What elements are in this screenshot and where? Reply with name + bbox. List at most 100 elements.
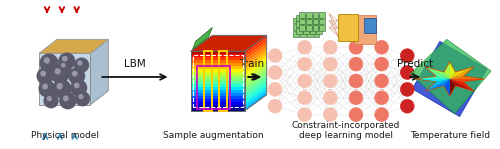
Bar (316, 28, 322, 34)
Polygon shape (190, 108, 245, 111)
Circle shape (374, 40, 388, 54)
Circle shape (48, 97, 51, 101)
Polygon shape (190, 87, 245, 90)
Text: Train: Train (239, 59, 264, 69)
Polygon shape (245, 38, 266, 57)
Circle shape (298, 91, 312, 105)
Bar (298, 25, 304, 31)
Text: Physical model: Physical model (31, 131, 99, 140)
Circle shape (53, 80, 71, 98)
Polygon shape (245, 68, 266, 87)
Circle shape (37, 68, 53, 84)
Polygon shape (39, 39, 108, 53)
Polygon shape (190, 93, 245, 96)
Bar (310, 15, 316, 21)
Circle shape (79, 95, 83, 99)
Polygon shape (190, 105, 245, 108)
Polygon shape (410, 39, 491, 114)
Circle shape (298, 74, 312, 88)
Polygon shape (450, 67, 474, 79)
Circle shape (71, 80, 86, 96)
Bar (310, 28, 316, 34)
Polygon shape (415, 79, 450, 82)
Polygon shape (192, 27, 212, 49)
Bar (316, 21, 322, 27)
Bar (314, 24, 320, 30)
Circle shape (324, 74, 337, 88)
Polygon shape (450, 76, 484, 79)
Bar (300, 31, 306, 37)
Polygon shape (190, 57, 245, 60)
Bar (302, 28, 308, 34)
Polygon shape (190, 96, 245, 99)
Bar (354, 15, 376, 44)
Circle shape (268, 49, 282, 63)
Circle shape (60, 93, 76, 109)
Bar (298, 12, 304, 18)
Circle shape (59, 61, 71, 73)
Bar (338, 14, 358, 41)
Bar (310, 21, 316, 27)
Bar (300, 18, 306, 24)
Text: Constraint-incorporated
deep learning model: Constraint-incorporated deep learning mo… (292, 121, 401, 140)
Polygon shape (450, 79, 456, 96)
Circle shape (349, 74, 363, 88)
Circle shape (43, 84, 48, 89)
Polygon shape (245, 53, 266, 72)
Text: LBM: LBM (124, 59, 146, 69)
Polygon shape (190, 51, 245, 54)
Bar (306, 12, 312, 18)
Polygon shape (190, 35, 266, 51)
Bar (306, 24, 312, 30)
Bar (306, 18, 312, 24)
Circle shape (298, 40, 312, 54)
Bar (293, 24, 298, 30)
Polygon shape (190, 90, 245, 93)
Circle shape (74, 58, 88, 72)
Polygon shape (426, 79, 450, 91)
Circle shape (374, 74, 388, 88)
Bar (298, 18, 304, 24)
Polygon shape (90, 39, 108, 105)
Polygon shape (245, 71, 266, 90)
Polygon shape (245, 62, 266, 81)
Polygon shape (426, 67, 450, 79)
Circle shape (374, 91, 388, 105)
Circle shape (55, 69, 60, 74)
Circle shape (39, 81, 55, 97)
Circle shape (324, 91, 337, 105)
Bar (314, 31, 320, 37)
Circle shape (74, 83, 79, 88)
Polygon shape (450, 79, 474, 91)
Circle shape (324, 57, 337, 71)
Circle shape (78, 61, 82, 65)
Polygon shape (426, 79, 450, 91)
Bar (320, 25, 326, 31)
Polygon shape (245, 80, 266, 99)
Bar (306, 18, 312, 24)
Polygon shape (245, 47, 266, 66)
Polygon shape (39, 53, 90, 105)
Bar (296, 28, 302, 34)
Polygon shape (190, 84, 245, 87)
Polygon shape (415, 76, 450, 79)
Circle shape (40, 54, 58, 72)
Polygon shape (245, 35, 266, 54)
Bar (314, 18, 320, 24)
Polygon shape (444, 62, 450, 79)
Bar (302, 21, 308, 27)
Polygon shape (190, 54, 245, 57)
Polygon shape (450, 79, 474, 91)
Polygon shape (450, 67, 474, 79)
Bar (296, 21, 302, 27)
Circle shape (349, 91, 363, 105)
Polygon shape (245, 86, 266, 105)
Circle shape (400, 66, 414, 79)
Circle shape (374, 108, 388, 122)
Bar (320, 12, 326, 18)
Polygon shape (190, 81, 245, 84)
Polygon shape (245, 41, 266, 60)
Circle shape (349, 40, 363, 54)
Polygon shape (190, 69, 245, 72)
Circle shape (44, 58, 50, 63)
